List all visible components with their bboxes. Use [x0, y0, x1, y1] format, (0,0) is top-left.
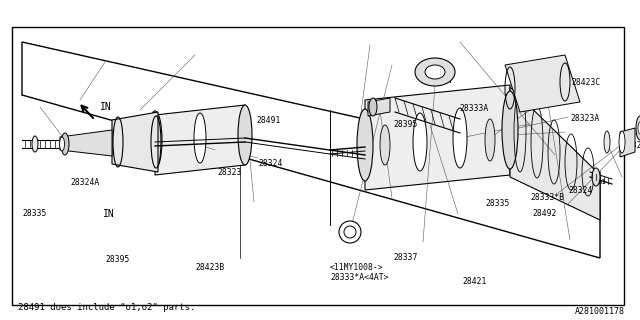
- Ellipse shape: [638, 122, 640, 134]
- Ellipse shape: [604, 131, 610, 153]
- Text: 28323A: 28323A: [570, 114, 599, 123]
- Text: 28423C: 28423C: [571, 77, 600, 86]
- Ellipse shape: [380, 125, 390, 165]
- Text: IN: IN: [103, 209, 115, 219]
- Polygon shape: [60, 130, 112, 156]
- Ellipse shape: [425, 65, 445, 79]
- Text: 28324A: 28324A: [70, 178, 99, 187]
- Polygon shape: [22, 42, 600, 258]
- Polygon shape: [365, 85, 510, 190]
- Text: 28324A: 28324A: [622, 140, 640, 149]
- Text: 28491 does include "o1,o2" parts.: 28491 does include "o1,o2" parts.: [18, 303, 195, 313]
- Text: 28492: 28492: [532, 209, 556, 218]
- Ellipse shape: [485, 119, 495, 161]
- Polygon shape: [368, 98, 390, 116]
- Ellipse shape: [32, 136, 38, 152]
- Ellipse shape: [357, 109, 373, 181]
- Ellipse shape: [194, 113, 206, 163]
- Ellipse shape: [369, 98, 377, 116]
- Text: A281001178: A281001178: [575, 308, 625, 316]
- Text: 28333A: 28333A: [459, 103, 488, 113]
- Text: 28395: 28395: [105, 255, 129, 265]
- Text: 28395: 28395: [393, 119, 417, 129]
- Text: 28491: 28491: [256, 116, 280, 124]
- Ellipse shape: [238, 105, 252, 165]
- Text: 28423B: 28423B: [195, 263, 224, 273]
- Polygon shape: [155, 105, 245, 175]
- Ellipse shape: [619, 131, 625, 153]
- Ellipse shape: [148, 111, 162, 169]
- Text: 28421: 28421: [462, 276, 486, 285]
- Ellipse shape: [636, 116, 640, 140]
- Polygon shape: [620, 128, 635, 157]
- Text: <11MY1008->: <11MY1008->: [330, 263, 383, 273]
- Ellipse shape: [61, 133, 69, 155]
- Text: 28324: 28324: [258, 158, 282, 167]
- Ellipse shape: [339, 221, 361, 243]
- Text: 28323: 28323: [217, 167, 241, 177]
- Ellipse shape: [502, 91, 518, 169]
- Ellipse shape: [415, 58, 455, 86]
- Ellipse shape: [453, 108, 467, 168]
- Text: o1: o1: [598, 179, 607, 185]
- Ellipse shape: [413, 113, 427, 171]
- Text: 28333*A<4AT>: 28333*A<4AT>: [330, 274, 388, 283]
- Bar: [12, 27, 624, 305]
- Text: IN: IN: [100, 102, 112, 112]
- Text: 28333*B: 28333*B: [530, 194, 564, 203]
- Polygon shape: [510, 87, 600, 220]
- Polygon shape: [112, 112, 158, 172]
- Text: 28335: 28335: [22, 210, 46, 219]
- Polygon shape: [505, 55, 580, 112]
- Text: 28337: 28337: [393, 253, 417, 262]
- Ellipse shape: [344, 226, 356, 238]
- Text: 28335: 28335: [485, 199, 509, 209]
- Text: 28337A: 28337A: [422, 76, 451, 84]
- Ellipse shape: [592, 168, 600, 186]
- Ellipse shape: [60, 137, 65, 151]
- Text: 28324: 28324: [568, 186, 593, 195]
